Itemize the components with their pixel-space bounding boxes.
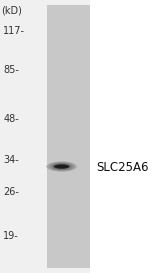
Ellipse shape — [51, 163, 72, 170]
Ellipse shape — [46, 161, 77, 172]
Text: SLC25A6: SLC25A6 — [97, 161, 149, 174]
Ellipse shape — [48, 162, 76, 171]
Text: 85-: 85- — [3, 65, 19, 75]
Ellipse shape — [58, 165, 66, 168]
Ellipse shape — [53, 164, 70, 169]
Ellipse shape — [47, 162, 76, 171]
Ellipse shape — [58, 165, 65, 168]
Ellipse shape — [51, 163, 73, 170]
Ellipse shape — [56, 165, 67, 168]
Ellipse shape — [61, 166, 62, 167]
Ellipse shape — [58, 165, 65, 168]
Ellipse shape — [50, 162, 74, 171]
Bar — [47, 5, 90, 268]
Ellipse shape — [59, 166, 64, 167]
Ellipse shape — [57, 165, 66, 168]
Ellipse shape — [52, 164, 71, 170]
Ellipse shape — [47, 162, 76, 171]
Bar — [90, 0, 156, 273]
Ellipse shape — [46, 161, 77, 172]
Ellipse shape — [61, 166, 63, 167]
Ellipse shape — [53, 164, 70, 169]
Text: 48-: 48- — [3, 114, 19, 124]
Ellipse shape — [48, 162, 75, 171]
Ellipse shape — [54, 164, 69, 169]
Ellipse shape — [57, 165, 66, 168]
Ellipse shape — [55, 164, 69, 169]
Ellipse shape — [55, 164, 68, 169]
Ellipse shape — [54, 164, 69, 169]
Ellipse shape — [55, 164, 68, 169]
Ellipse shape — [56, 165, 67, 168]
Ellipse shape — [51, 163, 72, 170]
Ellipse shape — [60, 166, 64, 167]
Ellipse shape — [60, 166, 63, 167]
Ellipse shape — [56, 165, 67, 168]
Text: 19-: 19- — [3, 231, 19, 241]
Ellipse shape — [49, 162, 75, 171]
Ellipse shape — [53, 164, 71, 170]
Text: 34-: 34- — [3, 155, 19, 165]
Ellipse shape — [50, 163, 73, 170]
Text: (kD): (kD) — [2, 5, 22, 16]
Text: 117-: 117- — [3, 26, 25, 36]
Ellipse shape — [54, 164, 69, 169]
Ellipse shape — [59, 166, 64, 167]
Text: 26-: 26- — [3, 188, 19, 197]
Ellipse shape — [50, 163, 73, 170]
Ellipse shape — [48, 162, 75, 171]
Ellipse shape — [52, 163, 71, 170]
Ellipse shape — [49, 162, 74, 171]
